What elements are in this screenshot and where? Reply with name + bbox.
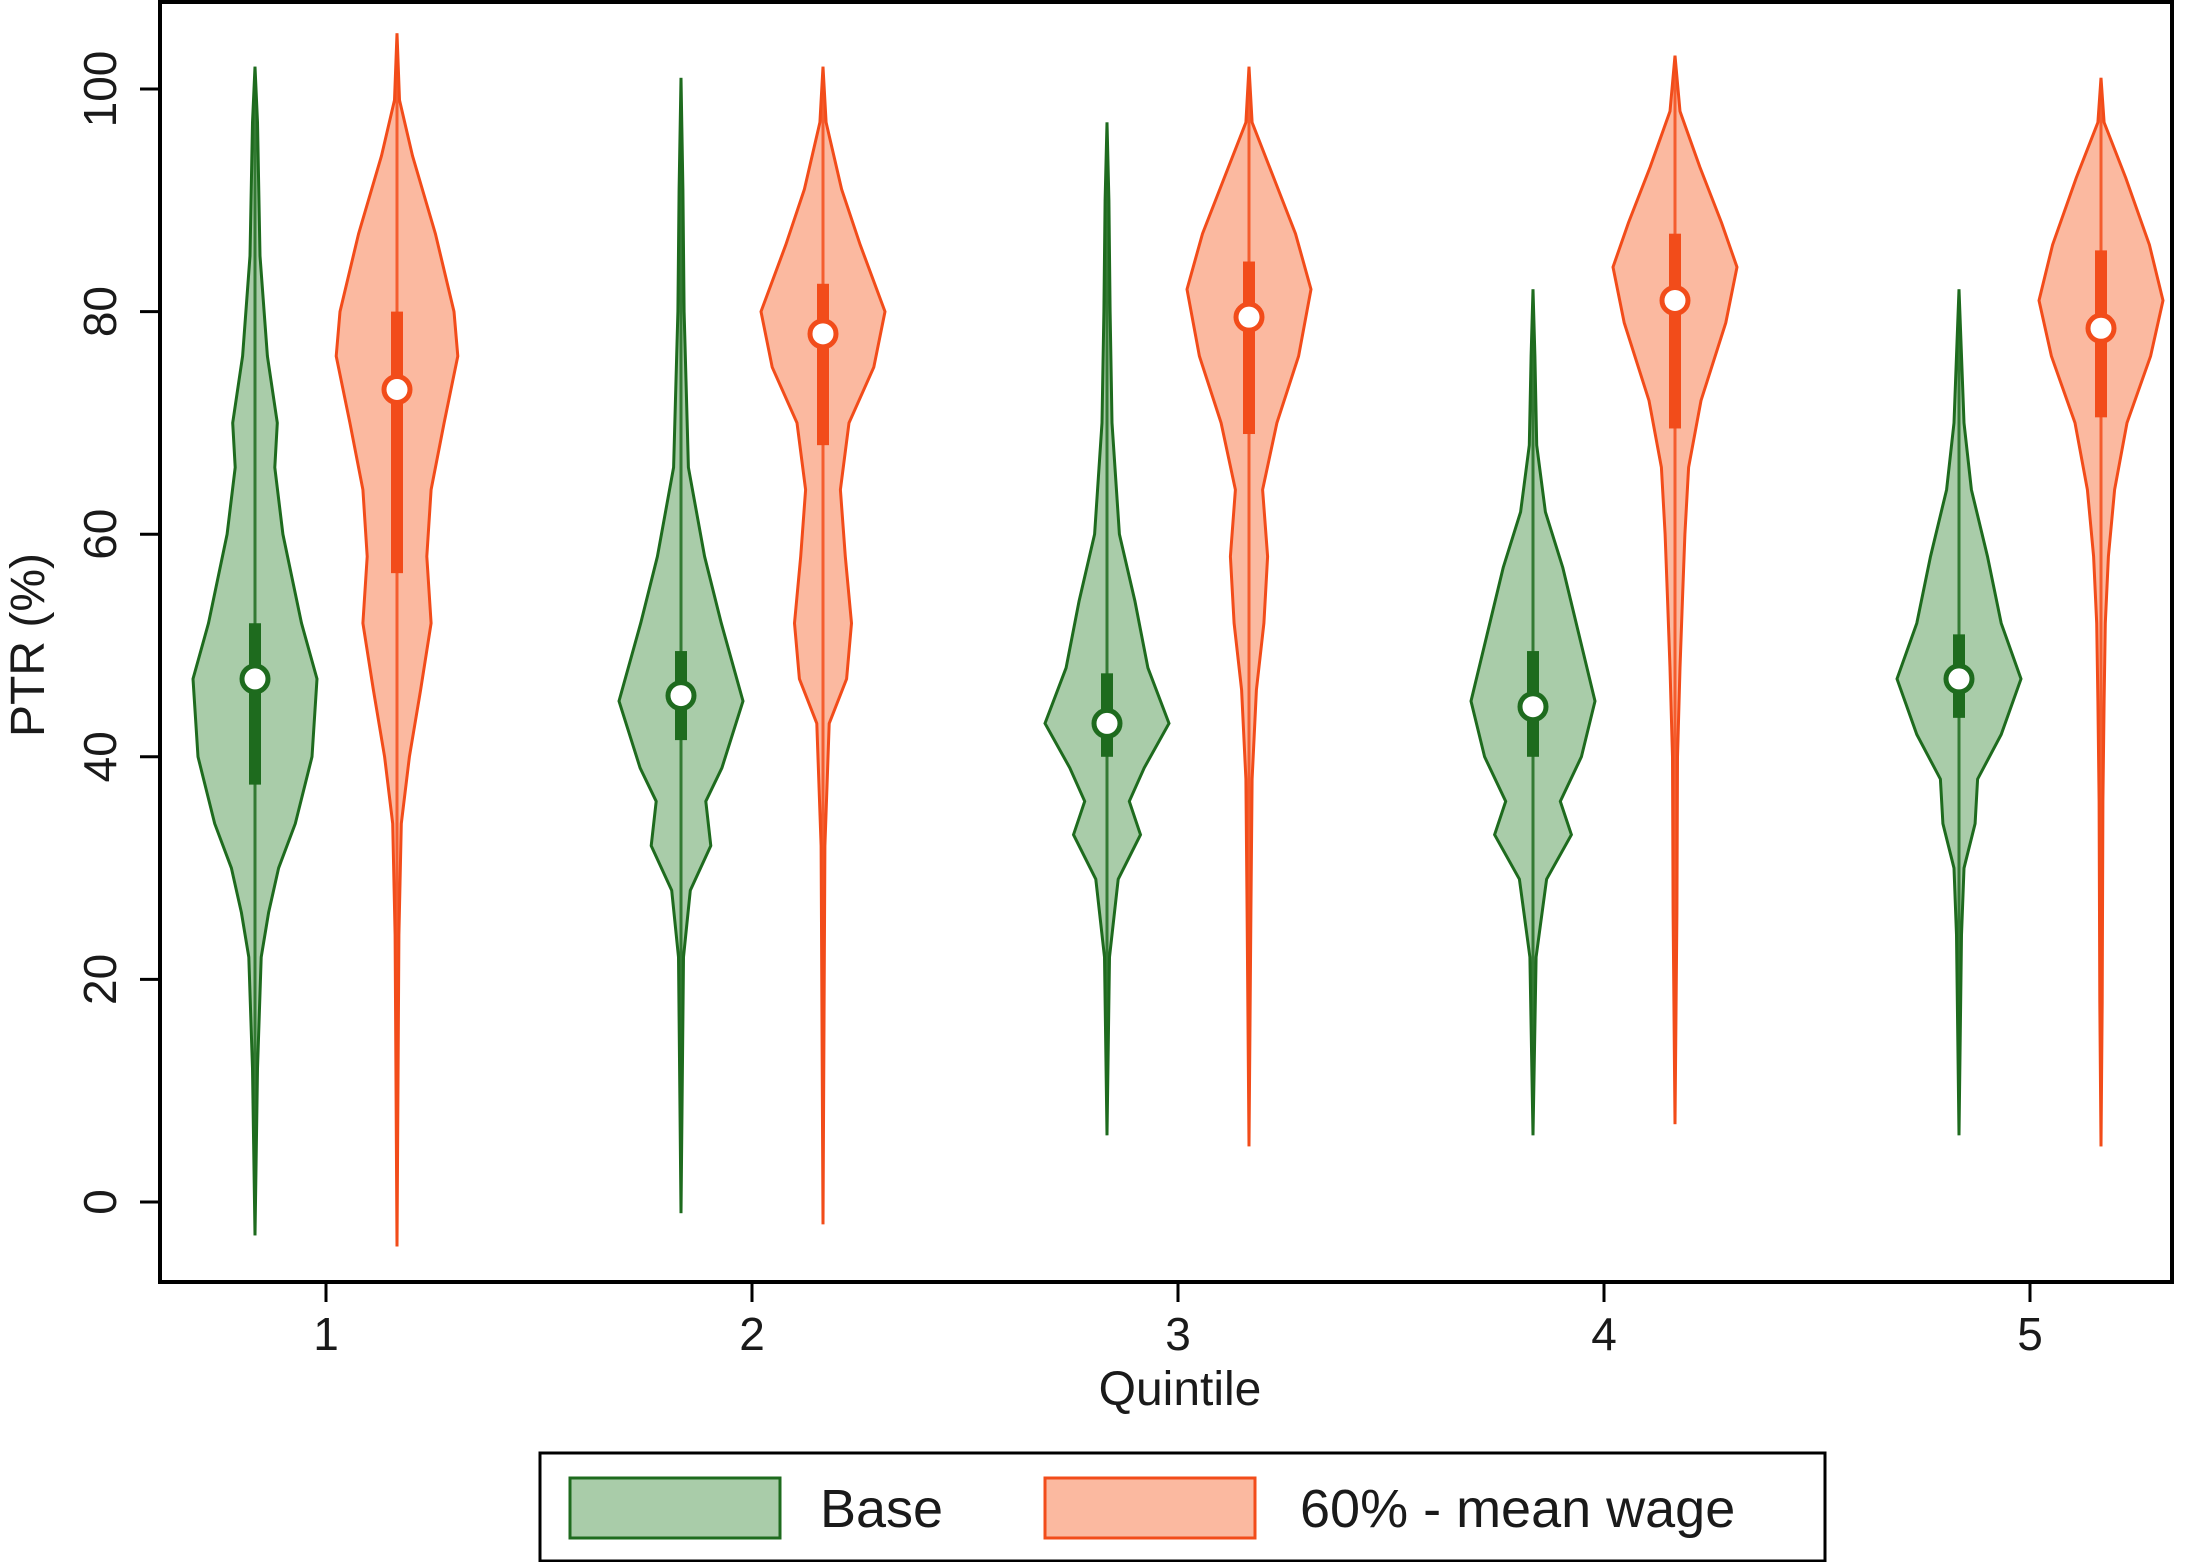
violin-group (759, 66, 887, 1225)
violin-group (1895, 289, 2023, 1136)
violin-median-marker (2085, 312, 2117, 344)
y-tick-label: 20 (74, 954, 126, 1005)
violin-group (617, 77, 745, 1214)
violin-median-marker (239, 663, 271, 695)
x-tick-label: 3 (1165, 1308, 1191, 1360)
violin-median-marker (381, 374, 413, 406)
violin-median-marker (1659, 284, 1691, 316)
violin-median-marker (1091, 707, 1123, 739)
x-tick-label: 5 (2017, 1308, 2043, 1360)
violin-median-marker (665, 680, 697, 712)
legend-label-base: Base (820, 1479, 943, 1539)
violin-group (1611, 55, 1739, 1125)
y-tick-label: 40 (74, 731, 126, 782)
violin-group (2037, 77, 2165, 1147)
violin-group (1185, 66, 1313, 1147)
legend-label-mean-wage: 60% - mean wage (1300, 1479, 1735, 1539)
legend-swatch-mean-wage (1043, 1476, 1257, 1540)
legend: Base 60% - mean wage (538, 1451, 1827, 1562)
violin-group (1469, 289, 1597, 1136)
y-axis-title: PTR (%) (2, 553, 55, 737)
violin-median-marker (807, 318, 839, 350)
x-axis-title: Quintile (1099, 1363, 1262, 1416)
violin-median-marker (1233, 301, 1265, 333)
violin-iqr-box (249, 623, 261, 785)
violin-group (334, 33, 460, 1247)
violin-layer (191, 33, 2165, 1247)
x-tick-label: 4 (1591, 1308, 1617, 1360)
x-tick-label: 1 (313, 1308, 339, 1360)
y-tick-label: 60 (74, 509, 126, 560)
violin-iqr-box (391, 311, 403, 574)
x-axis-ticks: 1 2 3 4 5 (313, 1282, 2043, 1360)
violin-iqr-box (1669, 233, 1681, 429)
y-tick-label: 0 (74, 1189, 126, 1215)
y-tick-label: 100 (74, 51, 126, 128)
violin-median-marker (1943, 663, 1975, 695)
y-tick-label: 80 (74, 286, 126, 337)
plot-area (158, 0, 2174, 1284)
violin-median-marker (1517, 691, 1549, 723)
x-tick-label: 2 (739, 1308, 765, 1360)
y-axis-ticks: 0 20 40 60 80 100 (74, 51, 160, 1215)
violin-group (191, 66, 319, 1236)
violin-iqr-box (1243, 261, 1255, 435)
violin-group (1043, 122, 1171, 1136)
legend-swatch-base (568, 1476, 782, 1540)
violin-iqr-box (817, 283, 829, 446)
